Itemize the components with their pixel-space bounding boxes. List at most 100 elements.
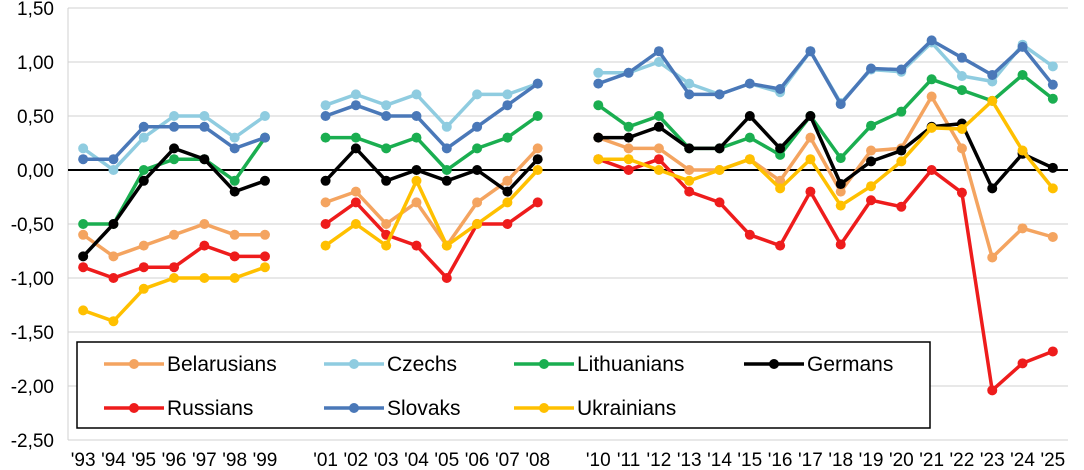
data-point [169,121,180,132]
x-tick-label: '10 [586,450,611,470]
y-tick-label: -1,50 [11,323,54,344]
data-point [441,175,452,186]
x-tick-label: '20 [889,450,914,470]
data-point [78,229,89,240]
legend-label: Czechs [387,353,457,376]
data-point [1017,145,1028,156]
data-point [744,229,755,240]
x-tick-label: '22 [950,450,975,470]
x-tick-label: '17 [798,450,823,470]
data-point [775,84,786,94]
data-point [1017,358,1028,369]
data-point [108,251,119,262]
data-point [805,132,816,143]
data-point [411,197,422,208]
series-belarusians [78,91,1058,263]
data-point [350,186,361,197]
data-point [653,121,664,132]
data-point [1017,223,1028,234]
data-point [320,132,331,143]
data-point [926,35,937,46]
data-point [199,121,210,132]
data-point [866,63,877,74]
x-tick-label: '23 [980,450,1005,470]
data-point [1047,162,1058,173]
data-point [987,252,998,263]
x-tick-label: '02 [343,450,368,470]
data-point [653,46,664,57]
data-point [714,165,725,175]
x-tick-label: '15 [737,450,762,470]
data-point [593,132,604,143]
data-point [411,240,422,251]
x-tick-label: '03 [374,450,399,470]
data-point [805,154,816,165]
data-point [502,132,513,143]
data-point [593,154,604,165]
x-tick-label: '07 [495,450,520,470]
x-tick-label: '24 [1010,450,1035,470]
data-point [896,145,907,156]
x-tick-label: '25 [1040,450,1065,470]
legend-item-belarusians: Belarusians [104,353,277,376]
data-point [472,197,483,208]
data-point [926,122,937,133]
data-point [623,143,634,154]
data-point [411,175,422,186]
data-point [350,100,361,111]
data-point [1017,41,1028,52]
data-point [805,186,816,197]
y-tick-label: -0,50 [11,215,54,236]
data-point [956,187,967,198]
data-point [229,175,240,186]
data-point [1017,69,1028,80]
data-point [411,132,422,143]
x-tick-label: '97 [192,450,217,470]
data-point [108,219,119,229]
data-point [441,273,452,283]
legend-label: Russians [167,397,253,420]
data-point [653,154,664,165]
x-tick-label: '12 [647,450,672,470]
data-point [138,283,149,294]
data-point [744,111,755,121]
data-point [169,143,180,154]
y-axis-ticks: 1,50 1,00 0,50 0,00 -0,50 -1,00 -1,50 -2,00 -2,5… [11,0,54,452]
data-point [835,153,846,164]
data-point [1047,61,1058,72]
data-point [78,154,89,165]
data-point [441,240,452,251]
data-point [532,154,543,165]
legend-label: Germans [807,353,893,376]
data-point [320,197,331,208]
data-point [259,251,270,262]
data-point [138,175,149,186]
data-point [956,85,967,96]
data-point [866,181,877,192]
x-tick-label: '08 [525,450,550,470]
y-tick-label: 1,00 [17,53,54,74]
x-tick-label: '99 [253,450,278,470]
data-point [381,111,392,121]
data-point [987,95,998,106]
data-point [653,111,664,121]
x-tick-label: '11 [617,450,640,470]
legend-label: Ukrainians [577,397,676,420]
legend-label: Slovaks [387,397,461,420]
data-point [1047,93,1058,104]
data-point [138,121,149,132]
data-point [199,111,210,121]
series-lithuanians [78,69,1058,229]
data-point [381,143,392,154]
legend-swatch-marker [349,359,359,369]
legend-item-russians: Russians [104,397,253,420]
data-point [138,165,149,175]
data-point [320,240,331,251]
data-point [1047,183,1058,194]
data-point [108,316,119,327]
data-point [896,64,907,75]
y-tick-label: -2,00 [11,377,54,398]
data-point [775,143,786,154]
data-point [320,100,331,111]
data-point [350,89,361,100]
